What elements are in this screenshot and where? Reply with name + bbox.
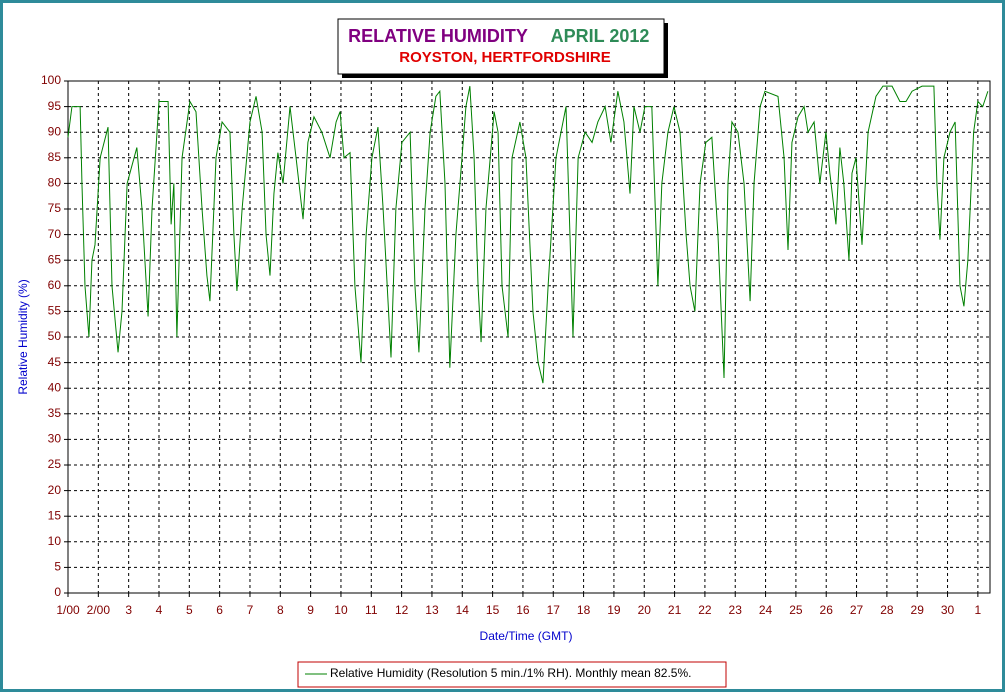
ticks: 0510152025303540455055606570758085909510… — [41, 73, 982, 617]
x-tick-label: 14 — [456, 603, 470, 617]
y-tick-label: 15 — [48, 508, 62, 522]
title-box — [337, 18, 665, 75]
x-tick-label: 1/00 — [56, 603, 80, 617]
y-tick-label: 60 — [48, 278, 62, 292]
x-tick-label: 2/00 — [87, 603, 111, 617]
y-tick-label: 50 — [48, 329, 62, 343]
y-tick-label: 95 — [48, 99, 62, 113]
y-tick-label: 65 — [48, 252, 62, 266]
x-tick-label: 7 — [247, 603, 254, 617]
x-tick-label: 17 — [547, 603, 561, 617]
y-tick-label: 85 — [48, 150, 62, 164]
x-tick-label: 8 — [277, 603, 284, 617]
y-tick-label: 80 — [48, 176, 62, 190]
data — [67, 85, 989, 384]
x-tick-label: 30 — [941, 603, 955, 617]
data-line — [67, 85, 989, 384]
y-tick-label: 90 — [48, 124, 62, 138]
x-tick-label: 18 — [577, 603, 591, 617]
x-tick-label: 23 — [729, 603, 743, 617]
x-tick-label: 11 — [365, 603, 378, 617]
legend — [297, 661, 727, 688]
chart-subtitle: ROYSTON, HERTFORDSHIRE — [399, 49, 610, 66]
x-tick-label: 25 — [789, 603, 803, 617]
y-tick-label: 100 — [41, 73, 61, 87]
x-tick-label: 24 — [759, 603, 773, 617]
y-tick-label: 10 — [48, 534, 62, 548]
x-tick-label: 19 — [607, 603, 621, 617]
x-tick-label: 29 — [911, 603, 925, 617]
y-tick-label: 75 — [48, 201, 62, 215]
x-tick-label: 5 — [186, 603, 193, 617]
chart-title-period: APRIL 2012 — [551, 26, 650, 46]
x-tick-label: 9 — [307, 603, 314, 617]
x-tick-label: 12 — [395, 603, 409, 617]
grid — [67, 80, 990, 594]
x-tick-label: 13 — [425, 603, 439, 617]
x-tick-label: 21 — [668, 603, 682, 617]
x-axis-label: Date/Time (GMT) — [480, 629, 573, 643]
y-axis-label: Relative Humidity (%) — [16, 279, 30, 394]
x-tick-label: 3 — [125, 603, 132, 617]
y-tick-label: 30 — [48, 432, 62, 446]
x-tick-label: 15 — [486, 603, 500, 617]
y-tick-label: 45 — [48, 355, 62, 369]
x-tick-label: 28 — [880, 603, 894, 617]
y-tick-label: 55 — [48, 304, 62, 318]
chart-title: RELATIVE HUMIDITY — [348, 26, 528, 46]
x-tick-label: 4 — [156, 603, 163, 617]
y-tick-label: 0 — [54, 585, 61, 599]
x-tick-label: 27 — [850, 603, 864, 617]
x-tick-label: 6 — [216, 603, 223, 617]
x-tick-label: 16 — [516, 603, 530, 617]
y-tick-label: 25 — [48, 457, 62, 471]
legend-label: Relative Humidity (Resolution 5 min./1% … — [330, 666, 691, 680]
y-tick-label: 20 — [48, 483, 62, 497]
legend-items: Relative Humidity (Resolution 5 min./1% … — [305, 666, 691, 680]
x-tick-label: 22 — [698, 603, 712, 617]
y-tick-label: 70 — [48, 227, 62, 241]
x-tick-label: 1 — [975, 603, 982, 617]
y-tick-label: 35 — [48, 406, 62, 420]
x-tick-label: 10 — [334, 603, 348, 617]
y-tick-label: 40 — [48, 380, 62, 394]
x-tick-label: 26 — [820, 603, 834, 617]
y-tick-label: 5 — [54, 560, 61, 574]
x-tick-label: 20 — [638, 603, 652, 617]
